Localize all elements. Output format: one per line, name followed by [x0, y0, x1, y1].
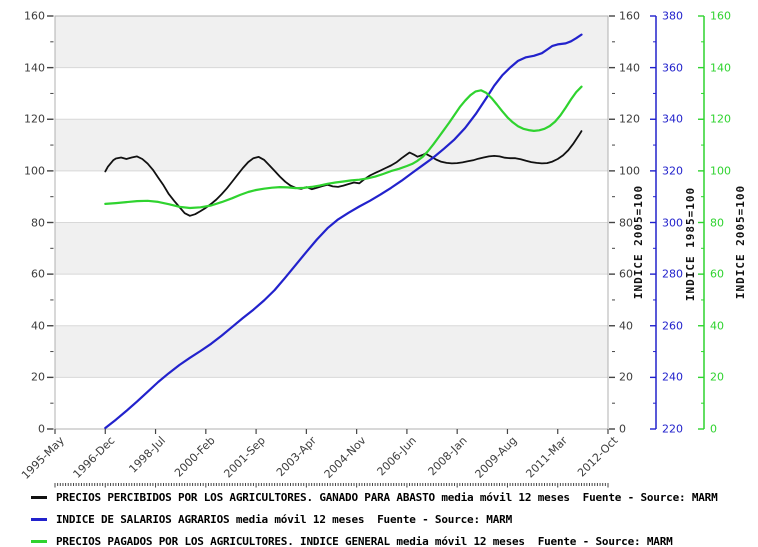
y-tick-label-right_black: 20 — [619, 370, 633, 384]
y-tick-label-right_green: 80 — [710, 216, 724, 229]
y-tick-label-right_black: 40 — [619, 319, 633, 333]
y-tick-label-left: 80 — [31, 216, 45, 229]
legend-swatch-blue-line — [31, 517, 47, 521]
y-tick-label-right_green: 20 — [710, 370, 724, 384]
axis-title-right-blue: INDICE 1985=100 — [684, 186, 697, 302]
y-tick-label-right_green: 60 — [710, 267, 724, 281]
axis-title-right-green: INDICE 2005=100 — [734, 184, 747, 300]
y-tick-label-right_green: 100 — [710, 164, 731, 178]
y-tick-label-left: 140 — [24, 61, 45, 75]
y-tick-label-right_blue: 280 — [662, 267, 683, 281]
y-tick-label-right_blue: 240 — [662, 370, 683, 384]
y-tick-label-right_green: 160 — [710, 9, 731, 23]
y-tick-label-right_blue: 340 — [662, 112, 683, 126]
y-tick-label-right_black: 120 — [619, 112, 640, 126]
y-tick-label-right_black: 60 — [619, 267, 633, 281]
y-tick-label-right_green: 40 — [710, 319, 724, 333]
legend: PRECIOS PERCIBIDOS POR LOS AGRICULTORES.… — [0, 486, 758, 547]
legend-label: PRECIOS PAGADOS POR LOS AGRICULTORES. IN… — [56, 534, 673, 547]
y-tick-label-right_blue: 220 — [662, 422, 683, 436]
y-tick-label-left: 100 — [24, 164, 45, 178]
axis-title-right-black: INDICE 2005=100 — [632, 184, 645, 300]
y-tick-label-left: 40 — [31, 319, 45, 333]
y-tick-label-right_blue: 380 — [662, 9, 683, 23]
y-tick-label-right_black: 0 — [619, 422, 626, 436]
y-tick-label-right_green: 0 — [710, 422, 717, 436]
y-tick-label-right_blue: 320 — [662, 164, 683, 178]
y-tick-label-right_black: 160 — [619, 9, 640, 23]
y-tick-label-right_green: 120 — [710, 112, 731, 126]
legend-item-precios-pagados: PRECIOS PAGADOS POR LOS AGRICULTORES. IN… — [0, 530, 758, 547]
y-tick-label-right_black: 100 — [619, 164, 640, 178]
y-tick-label-right_blue: 260 — [662, 319, 683, 333]
y-tick-label-left: 60 — [31, 267, 45, 281]
legend-item-precios-percibidos: PRECIOS PERCIBIDOS POR LOS AGRICULTORES.… — [0, 486, 758, 508]
legend-swatch-green-line — [31, 539, 47, 543]
y-tick-label-left: 120 — [24, 112, 45, 126]
y-tick-label-left: 0 — [38, 422, 45, 436]
y-tick-label-right_blue: 360 — [662, 61, 683, 75]
y-tick-label-right_blue: 300 — [662, 216, 683, 229]
y-tick-label-left: 20 — [31, 370, 45, 384]
legend-label: INDICE DE SALARIOS AGRARIOS media móvil … — [56, 512, 513, 526]
legend-label: PRECIOS PERCIBIDOS POR LOS AGRICULTORES.… — [56, 490, 718, 504]
legend-item-salarios-agrarios: INDICE DE SALARIOS AGRARIOS media móvil … — [0, 508, 758, 530]
y-tick-label-right_black: 140 — [619, 61, 640, 75]
y-tick-label-left: 160 — [24, 9, 45, 23]
y-tick-label-right_green: 140 — [710, 61, 731, 75]
y-tick-label-right_black: 80 — [619, 216, 633, 229]
legend-swatch-black-line — [31, 495, 47, 499]
